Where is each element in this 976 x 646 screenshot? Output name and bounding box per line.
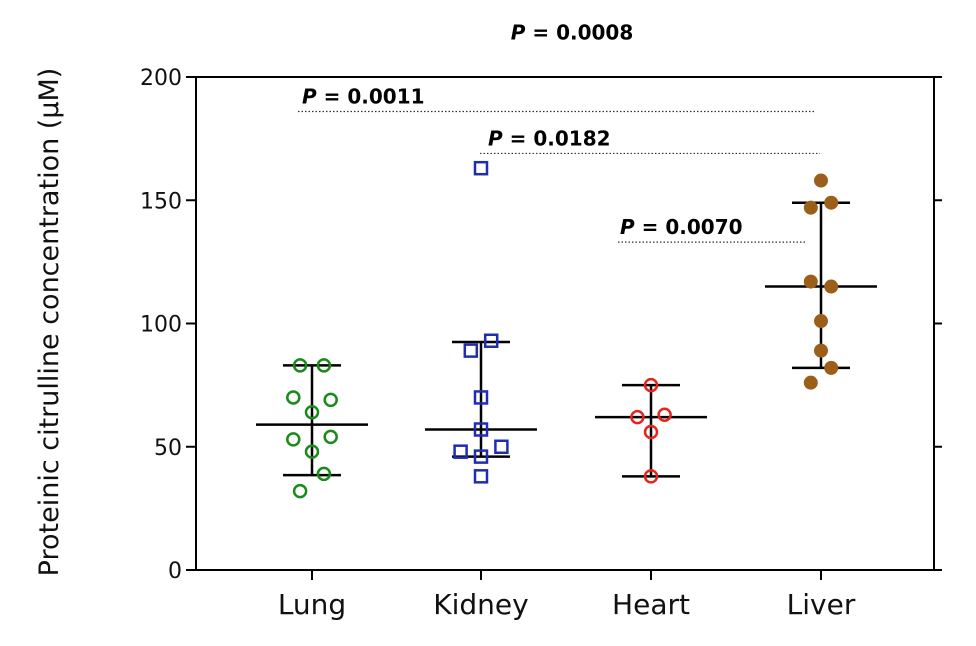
axes: 0 50 100 150 200 Lung Kidney Heart Liver: [140, 66, 942, 621]
point-lung-5: [323, 429, 338, 445]
point-lung-7: [304, 444, 320, 459]
point-kidney-5: [494, 439, 509, 454]
point-lung-6: [286, 432, 301, 447]
y-tick-label-0: 0: [168, 559, 182, 584]
p-value: = 0.0011: [317, 85, 425, 109]
p-value-label-0: P = 0.0008: [511, 20, 634, 44]
point-liver-2: [803, 200, 818, 215]
p-value-label-2: P = 0.0182: [488, 126, 611, 150]
p-value: = 0.0070: [635, 215, 743, 239]
point-kidney-0: [473, 160, 489, 176]
point-liver-6: [814, 343, 828, 358]
point-heart-3: [643, 424, 659, 440]
y-tick-label-100: 100: [140, 313, 182, 338]
y-axis-label: Proteinic citrulline concentration (μM): [34, 68, 65, 577]
x-category-label-kidney: Kidney: [433, 588, 528, 621]
point-liver-8: [803, 375, 818, 390]
p-letter: P: [302, 85, 317, 109]
p-letter: P: [620, 215, 635, 239]
point-liver-4: [824, 279, 839, 294]
point-kidney-2: [463, 343, 479, 358]
point-heart-0: [643, 377, 659, 393]
point-lung-9: [292, 483, 308, 499]
point-liver-0: [814, 173, 828, 188]
point-lung-2: [286, 390, 301, 405]
point-kidney-3: [473, 390, 489, 405]
point-heart-4: [643, 469, 659, 484]
p-value: = 0.0182: [503, 126, 611, 150]
point-lung-3: [323, 392, 338, 408]
point-kidney-6: [453, 444, 468, 459]
p-letter: P: [488, 126, 503, 150]
x-category-label-heart: Heart: [612, 588, 690, 621]
p-value-label-1: P = 0.0011: [302, 85, 425, 109]
point-lung-0: [292, 358, 308, 373]
x-category-label-liver: Liver: [787, 588, 856, 621]
p-value-label-3: P = 0.0070: [620, 215, 743, 239]
point-liver-5: [814, 314, 828, 329]
data-points: [286, 160, 839, 499]
y-tick-label-200: 200: [140, 66, 182, 91]
point-kidney-1: [483, 333, 499, 349]
point-heart-2: [630, 409, 645, 425]
point-liver-1: [824, 195, 839, 210]
y-tick-label-50: 50: [154, 436, 182, 461]
point-kidney-4: [473, 422, 489, 437]
point-lung-8: [316, 466, 332, 482]
point-kidney-8: [473, 469, 489, 484]
point-liver-3: [803, 274, 818, 289]
median-iqr-bars: [256, 201, 877, 478]
point-lung-1: [316, 358, 332, 373]
p-value: = 0.0008: [525, 20, 633, 44]
point-kidney-7: [473, 449, 489, 464]
point-liver-7: [824, 360, 839, 375]
point-heart-1: [657, 407, 672, 422]
y-tick-label-150: 150: [140, 189, 182, 214]
p-letter: P: [511, 20, 526, 44]
point-lung-4: [304, 404, 320, 420]
x-category-label-lung: Lung: [278, 588, 346, 621]
